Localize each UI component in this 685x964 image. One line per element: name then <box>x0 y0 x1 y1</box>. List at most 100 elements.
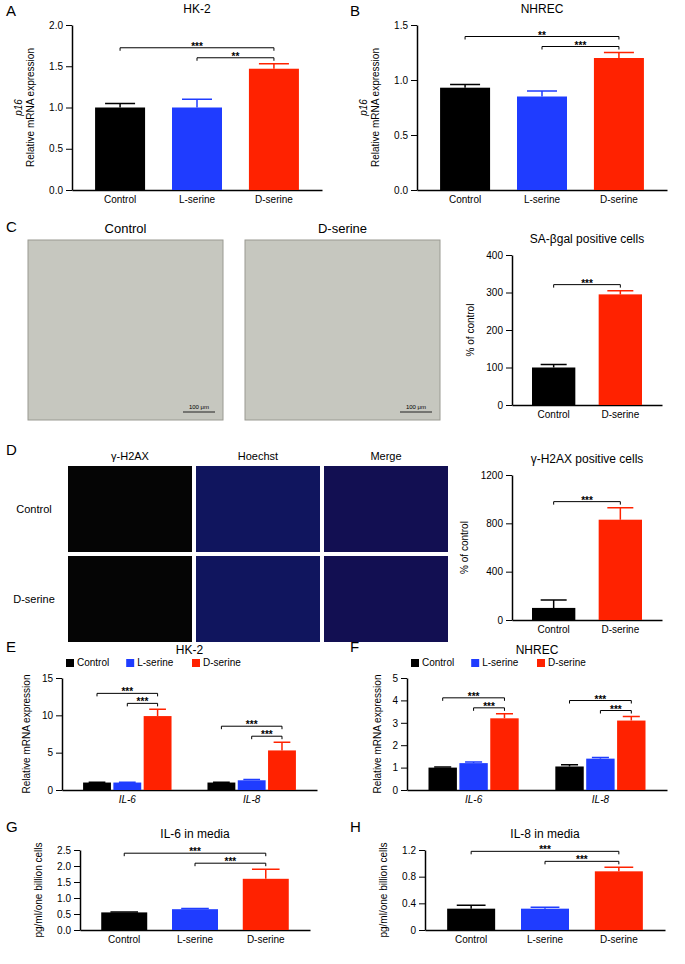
x-tick-label: D-serine <box>255 194 293 205</box>
chart-title: NHREC <box>521 2 564 16</box>
y-tick-mark <box>419 850 425 851</box>
x-tick-label: Control <box>108 934 140 945</box>
x-tick-label: D-serine <box>601 409 639 420</box>
error-bar <box>105 103 135 107</box>
y-tick-mark <box>74 866 80 867</box>
x-tick: Control <box>104 190 136 205</box>
y-tick-label: 0.4 <box>402 898 416 909</box>
bar <box>207 783 235 790</box>
y-axis: 00.40.81.2 <box>402 845 425 936</box>
plot-marks <box>532 508 642 620</box>
error-bar <box>213 781 230 783</box>
y-tick-mark <box>56 790 62 791</box>
x-tick-label: Control <box>538 409 570 420</box>
y-tick-label: 0.0 <box>57 925 71 936</box>
y-axis: 0 400 800 1200 <box>481 470 513 626</box>
significance-label: *** <box>225 856 237 867</box>
image-title: Control <box>105 221 147 236</box>
y-tick: 0 <box>497 615 512 626</box>
significance-label: ** <box>538 30 546 41</box>
bar <box>238 780 266 790</box>
y-tick: 1.0 <box>394 75 417 86</box>
y-tick: 4 <box>392 695 407 706</box>
y-tick-mark <box>411 135 417 136</box>
error-bar <box>457 905 486 908</box>
significance-label: *** <box>483 701 495 712</box>
plot-marks <box>428 714 645 790</box>
y-tick-label: 800 <box>486 518 503 529</box>
x-tick: L-serine <box>524 190 561 205</box>
x-tick: Control <box>449 190 481 205</box>
legend-swatch <box>537 659 545 667</box>
y-tick-mark <box>401 768 407 769</box>
x-tick-label: D-serine <box>601 624 639 635</box>
y-tick-mark <box>506 255 512 256</box>
legend-label: L-serine <box>137 657 174 668</box>
panel: FNHREC012345Relative mRNA expressionIL-6… <box>350 638 668 805</box>
y-tick-mark <box>419 877 425 878</box>
y-tick-label: 0 <box>410 925 416 936</box>
y-tick-label: 0 <box>497 615 503 626</box>
x-axis: IL-6IL-8 <box>63 790 318 805</box>
y-axis-title: p16 <box>13 99 24 117</box>
chart-title: IL-6 in media <box>160 827 230 841</box>
y-tick-mark <box>56 715 62 716</box>
y-tick-mark <box>401 678 407 679</box>
y-tick-label: 2.0 <box>57 861 71 872</box>
x-tick-label: L-serine <box>524 194 561 205</box>
panel-letter: E <box>6 638 16 655</box>
y-tick: 1200 <box>481 470 512 481</box>
bar <box>101 912 147 930</box>
image-panel: γ-H2AXHoechstMergeControlD-serine <box>13 450 448 642</box>
y-tick: 0.0 <box>49 185 72 196</box>
error-bar <box>604 867 633 871</box>
error-bar <box>604 53 634 59</box>
image-title: γ-H2AX <box>111 450 150 462</box>
panel: BNHREC0.00.51.01.5p16Relative mRNA expre… <box>350 2 668 205</box>
plot-marks <box>440 53 644 191</box>
x-tick-label: Control <box>538 624 570 635</box>
plot-marks <box>447 867 643 930</box>
image-title: D-serine <box>318 221 367 236</box>
panel: HIL-8 in media00.40.81.2pg/ml/one billio… <box>350 818 666 945</box>
bar <box>617 721 645 790</box>
x-tick: IL-8 <box>243 790 261 805</box>
bar <box>268 750 296 790</box>
y-tick-label: 200 <box>486 325 503 336</box>
x-tick: Control <box>108 930 140 945</box>
y-axis: 012345 <box>392 673 407 796</box>
plot-marks <box>83 709 296 790</box>
bar <box>532 608 575 620</box>
y-tick-mark <box>56 753 62 754</box>
x-tick: L-serine <box>179 190 216 205</box>
x-axis: IL-6IL-8 <box>408 790 668 805</box>
bar <box>249 69 299 190</box>
y-tick: 400 <box>486 250 512 261</box>
y-tick-label: 5 <box>392 673 398 684</box>
legend-label: D-serine <box>203 657 241 668</box>
bar <box>144 716 172 790</box>
y-tick-label: 400 <box>486 566 503 577</box>
significance-label: *** <box>581 495 593 506</box>
image-title: Hoechst <box>238 450 278 462</box>
panel: EHK-2051015Relative mRNA expressionIL-6I… <box>6 638 318 805</box>
chart-title: IL-8 in media <box>510 827 580 841</box>
x-tick-label: D-serine <box>247 934 285 945</box>
axis-line <box>62 679 64 791</box>
micrograph <box>324 556 448 642</box>
significance-label: *** <box>610 704 622 715</box>
error-bar <box>434 766 451 768</box>
significance-label: *** <box>581 278 593 289</box>
y-tick: 800 <box>486 518 512 529</box>
y-tick-mark <box>401 723 407 724</box>
y-tick-mark <box>74 850 80 851</box>
y-tick: 1.5 <box>394 20 417 31</box>
x-tick: L-serine <box>177 930 214 945</box>
y-tick-label: 0.5 <box>394 130 408 141</box>
x-axis: Control L-serine D-serine <box>81 930 311 945</box>
y-tick: 5 <box>47 747 62 758</box>
y-tick-label: 10 <box>42 710 54 721</box>
y-tick-label: 3 <box>392 718 398 729</box>
image-row-label: D-serine <box>13 593 55 605</box>
y-tick-label: 0 <box>47 785 53 796</box>
